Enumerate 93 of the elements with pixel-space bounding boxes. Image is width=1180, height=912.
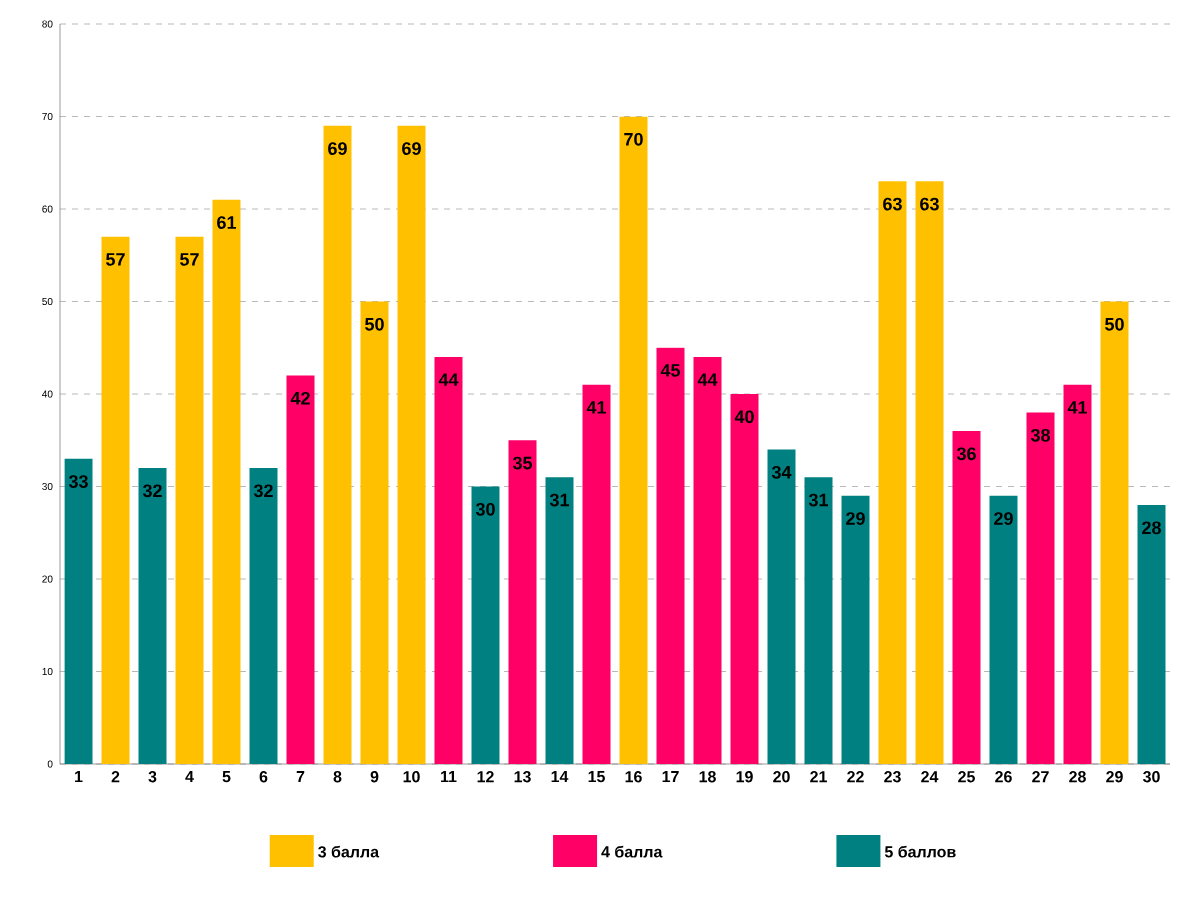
x-tick-label: 14 [551, 771, 569, 783]
data-label: 44 [697, 373, 718, 386]
x-tick-label: 22 [847, 771, 864, 783]
bar [1026, 412, 1055, 764]
x-tick-label: 30 [1142, 771, 1160, 783]
bar [730, 394, 759, 764]
x-tick-label: 5 [222, 771, 231, 783]
data-label: 42 [290, 391, 310, 405]
data-label: 63 [883, 197, 902, 211]
data-label: 57 [180, 253, 199, 266]
legend-label: 3 балла [318, 845, 380, 858]
data-label: 69 [402, 142, 421, 155]
bar [508, 440, 537, 764]
x-tick-label: 2 [111, 771, 120, 783]
bar [619, 116, 648, 764]
bar [64, 458, 93, 764]
bar [434, 357, 463, 764]
data-label: 38 [1030, 428, 1050, 442]
data-label: 61 [217, 216, 236, 229]
bar [878, 181, 907, 764]
bar [545, 477, 574, 764]
bar [841, 495, 870, 764]
data-label: 40 [734, 410, 754, 424]
data-label: 70 [624, 132, 643, 146]
data-label: 50 [365, 317, 384, 331]
bar [286, 375, 315, 764]
x-tick-label: 18 [699, 771, 716, 783]
x-tick-label: 17 [662, 771, 679, 783]
x-tick-label: 3 [148, 771, 157, 783]
bar [101, 236, 130, 764]
data-label: 44 [438, 373, 459, 386]
data-label: 29 [994, 512, 1013, 525]
legend-label: 4 балла [601, 845, 663, 858]
bar [1100, 301, 1129, 764]
bar [952, 431, 981, 764]
x-tick-label: 11 [441, 771, 457, 783]
x-tick-label: 7 [296, 771, 305, 783]
data-label: 41 [1067, 401, 1087, 414]
x-tick-label: 16 [625, 771, 642, 783]
data-label: 29 [846, 512, 865, 525]
x-tick-label: 9 [370, 771, 379, 783]
data-label: 35 [512, 456, 532, 470]
x-tick-label: 10 [403, 771, 420, 783]
bar [804, 477, 833, 764]
x-tick-label: 19 [736, 771, 753, 783]
bar [915, 181, 944, 764]
bar [323, 125, 352, 764]
bar [656, 347, 685, 764]
x-tick-label: 8 [333, 771, 342, 783]
bar [212, 199, 241, 764]
x-tick-label: 4 [185, 771, 194, 783]
data-label: 45 [660, 364, 680, 377]
data-label: 50 [1105, 317, 1124, 331]
data-label: 34 [771, 465, 792, 479]
x-tick-label: 12 [477, 771, 494, 783]
data-label: 30 [475, 502, 495, 516]
data-label: 36 [956, 447, 976, 461]
bar [175, 236, 204, 764]
data-label: 28 [1142, 521, 1161, 535]
x-tick-label: 6 [259, 771, 268, 783]
data-label: 41 [586, 401, 606, 414]
data-label: 63 [920, 197, 939, 211]
x-tick-label: 29 [1106, 771, 1123, 783]
x-tick-label: 15 [588, 771, 605, 783]
x-tick-label: 13 [514, 771, 531, 783]
bar [693, 357, 722, 764]
x-tick-label: 20 [773, 771, 790, 783]
legend-label: 5 баллов [884, 845, 956, 858]
data-label: 33 [68, 475, 88, 488]
x-tick-label: 23 [884, 771, 901, 783]
bar [138, 468, 167, 764]
bar [1063, 384, 1092, 764]
data-label: 32 [142, 484, 162, 498]
bar [397, 125, 426, 764]
x-tick-label: 27 [1032, 771, 1049, 783]
data-label: 31 [808, 493, 828, 507]
data-label: 32 [253, 484, 273, 498]
data-label: 31 [549, 493, 569, 507]
bar [989, 495, 1018, 764]
data-label: 57 [106, 253, 125, 266]
bar [767, 449, 796, 764]
x-tick-label: 21 [810, 771, 827, 783]
x-tick-label: 26 [995, 771, 1012, 783]
bar [582, 384, 611, 764]
bar [360, 301, 389, 764]
x-tick-label: 24 [921, 771, 939, 783]
x-tick-label: 1 [75, 771, 83, 783]
bar [249, 468, 278, 764]
bar [471, 486, 500, 764]
bar [1137, 505, 1166, 764]
data-label: 69 [328, 142, 347, 155]
x-tick-label: 25 [958, 771, 975, 783]
x-tick-label: 28 [1069, 771, 1086, 783]
